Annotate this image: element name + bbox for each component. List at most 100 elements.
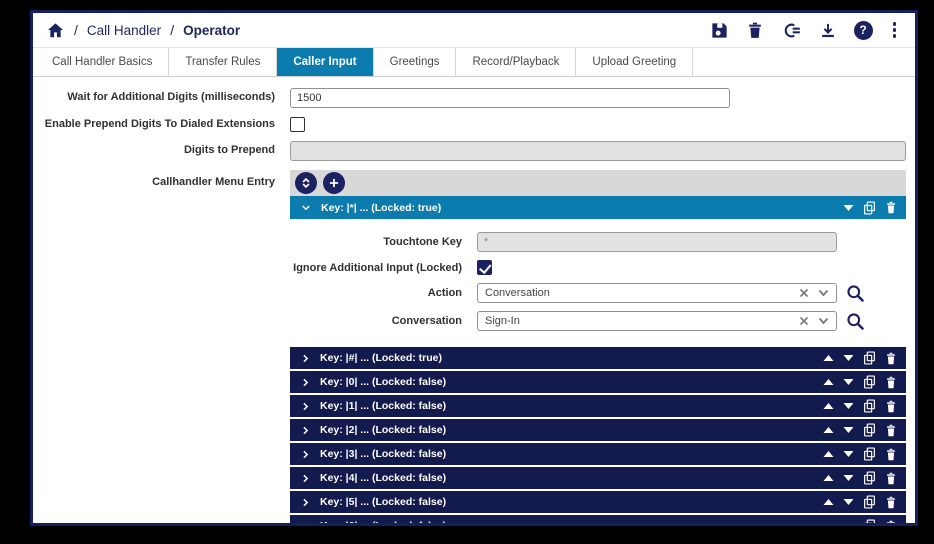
- conversation-search-button[interactable]: [846, 312, 865, 331]
- move-up-button[interactable]: [823, 474, 834, 482]
- caret-up-icon: [823, 499, 834, 505]
- key-row[interactable]: Key: |4| ... (Locked: false): [290, 467, 906, 489]
- delete-row-button[interactable]: [885, 376, 897, 389]
- clear-icon[interactable]: [799, 288, 809, 298]
- key-row[interactable]: Key: |0| ... (Locked: false): [290, 371, 906, 393]
- list-button[interactable]: [781, 21, 802, 40]
- touchtone-key-input: [477, 232, 837, 252]
- ignore-additional-label: Ignore Additional Input (Locked): [293, 261, 462, 274]
- copy-icon: [864, 495, 875, 509]
- move-up-button[interactable]: [823, 450, 834, 458]
- caret-down-icon: [843, 522, 854, 526]
- move-up-button[interactable]: [823, 378, 834, 386]
- caret-down-icon: [843, 204, 854, 211]
- tab-upload-greeting[interactable]: Upload Greeting: [576, 48, 694, 76]
- delete-row-button[interactable]: [885, 400, 897, 413]
- download-icon: [821, 23, 834, 37]
- copy-button[interactable]: [863, 423, 876, 437]
- tab-call-handler-basics[interactable]: Call Handler Basics: [36, 48, 170, 76]
- caret-up-icon: [823, 379, 834, 385]
- key-row[interactable]: Key: |1| ... (Locked: false): [290, 395, 906, 417]
- touchtone-key-label: Touchtone Key: [383, 236, 462, 248]
- enable-prepend-checkbox[interactable]: [290, 117, 305, 132]
- copy-button[interactable]: [863, 399, 876, 413]
- action-value: Conversation: [485, 287, 550, 299]
- expand-collapse-all-button[interactable]: [295, 172, 317, 194]
- copy-button[interactable]: [863, 447, 876, 461]
- tab-bar: Call Handler Basics Transfer Rules Caller …: [33, 48, 915, 77]
- key-entry-header[interactable]: Key: |*| ... (Locked: true): [290, 196, 906, 219]
- chevron-down-icon: [302, 204, 310, 210]
- chevron-right-icon: [303, 378, 309, 386]
- delete-row-button[interactable]: [885, 448, 897, 461]
- tab-greetings[interactable]: Greetings: [374, 48, 457, 76]
- help-icon: ?: [853, 20, 873, 40]
- move-down-button[interactable]: [843, 204, 854, 212]
- tab-record-playback[interactable]: Record/Playback: [456, 48, 577, 76]
- delete-row-button[interactable]: [885, 472, 897, 485]
- copy-icon: [864, 399, 875, 413]
- move-down-button[interactable]: [843, 522, 854, 526]
- move-down-button[interactable]: [843, 354, 854, 362]
- chevron-down-icon[interactable]: [818, 317, 829, 325]
- expand-collapse-icon: [302, 177, 310, 189]
- tab-transfer-rules[interactable]: Transfer Rules: [169, 48, 278, 76]
- caret-down-icon: [843, 475, 854, 481]
- action-search-button[interactable]: [846, 284, 865, 303]
- save-button[interactable]: [710, 21, 729, 40]
- more-icon: [892, 22, 896, 26]
- copy-button[interactable]: [863, 200, 876, 215]
- help-button[interactable]: ?: [853, 20, 873, 40]
- chevron-down-icon[interactable]: [818, 289, 829, 297]
- clear-icon[interactable]: [799, 316, 809, 326]
- more-menu-button[interactable]: [890, 22, 900, 38]
- key-row[interactable]: Key: |2| ... (Locked: false): [290, 419, 906, 441]
- callhandler-menu-entry: Key: |*| ... (Locked: true): [290, 170, 906, 526]
- key-row[interactable]: Key: |3| ... (Locked: false): [290, 443, 906, 465]
- delete-row-button[interactable]: [885, 201, 897, 214]
- move-up-button[interactable]: [823, 498, 834, 506]
- key-row[interactable]: Key: |6| ... (Locked: false): [290, 515, 906, 526]
- trash-icon: [887, 352, 895, 364]
- caret-up-icon: [823, 427, 834, 433]
- breadcrumb-separator: /: [74, 22, 78, 38]
- move-down-button[interactable]: [843, 450, 854, 458]
- move-down-button[interactable]: [843, 426, 854, 434]
- trash-icon: [887, 520, 895, 523]
- tab-label: Call Handler Basics: [52, 56, 153, 68]
- delete-button[interactable]: [746, 21, 764, 40]
- key-row[interactable]: Key: |#| ... (Locked: true): [290, 347, 906, 369]
- action-combobox[interactable]: Conversation: [477, 283, 837, 303]
- breadcrumb-call-handler[interactable]: Call Handler: [86, 22, 162, 38]
- delete-row-button[interactable]: [885, 352, 897, 365]
- copy-button[interactable]: [863, 495, 876, 509]
- move-down-button[interactable]: [843, 474, 854, 482]
- copy-button[interactable]: [863, 519, 876, 523]
- copy-button[interactable]: [863, 471, 876, 485]
- copy-icon: [864, 351, 875, 365]
- conversation-combobox[interactable]: Sign-In: [477, 311, 837, 331]
- wait-for-digits-input[interactable]: [290, 88, 730, 108]
- copy-icon: [864, 447, 875, 461]
- move-down-button[interactable]: [843, 498, 854, 506]
- move-up-button[interactable]: [823, 426, 834, 434]
- move-up-button[interactable]: [823, 522, 834, 523]
- delete-row-button[interactable]: [885, 496, 897, 509]
- move-down-button[interactable]: [843, 402, 854, 410]
- chevron-right-icon: [303, 474, 309, 482]
- move-up-button[interactable]: [823, 402, 834, 410]
- save-icon: [711, 22, 727, 38]
- move-down-button[interactable]: [843, 378, 854, 386]
- key-row[interactable]: Key: |5| ... (Locked: false): [290, 491, 906, 513]
- move-up-button[interactable]: [823, 354, 834, 362]
- copy-button[interactable]: [863, 351, 876, 365]
- delete-row-button[interactable]: [885, 520, 897, 523]
- breadcrumb: / Call Handler / Operator: [46, 21, 240, 40]
- tab-caller-input[interactable]: Caller Input: [277, 48, 374, 76]
- ignore-additional-checkbox[interactable]: [477, 260, 492, 275]
- add-menu-entry-button[interactable]: [323, 172, 345, 194]
- delete-row-button[interactable]: [885, 424, 897, 437]
- download-button[interactable]: [819, 21, 837, 40]
- home-icon[interactable]: [46, 21, 65, 40]
- copy-button[interactable]: [863, 375, 876, 389]
